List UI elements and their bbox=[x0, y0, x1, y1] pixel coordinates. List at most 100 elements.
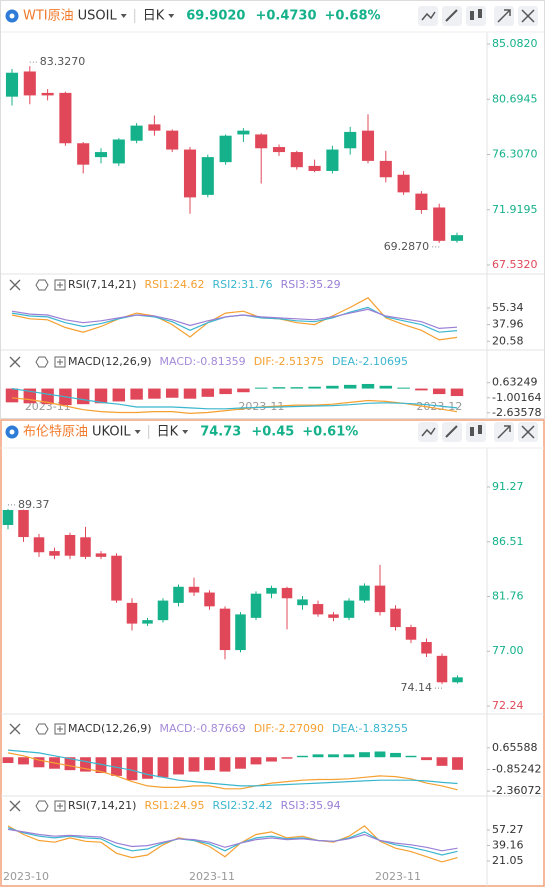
y-tick-label: 80.6945 bbox=[492, 92, 538, 105]
candle-body bbox=[94, 152, 108, 158]
macd-bar bbox=[188, 757, 200, 772]
macd-bar bbox=[18, 757, 29, 765]
candle-body bbox=[219, 608, 231, 651]
tool-button[interactable] bbox=[418, 6, 438, 26]
candle-body bbox=[266, 587, 277, 594]
candle-body bbox=[183, 149, 197, 198]
candle-body bbox=[41, 92, 54, 96]
macd-bar bbox=[142, 757, 153, 779]
chart-title: 布伦特原油 bbox=[23, 425, 88, 440]
y-tick-label: 55.34 bbox=[492, 301, 524, 314]
tool-button[interactable] bbox=[442, 6, 462, 26]
y-tick-label: 71.9195 bbox=[492, 203, 538, 216]
expand-plus bbox=[57, 282, 63, 288]
macd-bar bbox=[343, 754, 355, 758]
macd-bar bbox=[326, 385, 339, 389]
close-icon bbox=[9, 800, 21, 812]
macd-bar bbox=[272, 387, 286, 389]
macd-bar bbox=[266, 757, 277, 762]
macd-bar bbox=[379, 385, 393, 389]
legend-entry: MACD(12,26,9) bbox=[68, 722, 152, 735]
expand-icon bbox=[54, 279, 66, 291]
period: 日K bbox=[157, 425, 179, 440]
extreme-label: 89.37 bbox=[18, 498, 50, 511]
candle-body bbox=[219, 135, 232, 163]
candle-body bbox=[157, 600, 169, 621]
legend-entry: MACD:-0.81359 bbox=[160, 355, 246, 368]
legend-entry: MACD(12,26,9) bbox=[68, 355, 152, 368]
y-tick-label: -0.85242 bbox=[492, 762, 541, 775]
legend-entry: RSI1:24.62 bbox=[144, 278, 204, 291]
expand-plus bbox=[57, 726, 63, 732]
y-tick-label: 21.05 bbox=[492, 854, 524, 867]
y-tick-label: -2.63578 bbox=[492, 406, 541, 419]
y-tick-label: 39.16 bbox=[492, 838, 524, 851]
candle-body bbox=[201, 157, 214, 195]
y-tick-label: 72.24 bbox=[492, 699, 524, 712]
extreme-label: 69.2870 bbox=[384, 240, 430, 253]
settings-icon bbox=[35, 356, 49, 368]
macd-bar bbox=[33, 757, 45, 768]
tool-button[interactable] bbox=[494, 422, 514, 442]
change-pct: +0.68% bbox=[325, 9, 381, 24]
close-icon bbox=[9, 279, 21, 291]
candle-body bbox=[290, 152, 303, 168]
macd-bar bbox=[95, 757, 107, 774]
tool-button[interactable] bbox=[518, 422, 538, 442]
macd-bar bbox=[312, 754, 324, 758]
macd-bar bbox=[436, 757, 448, 766]
legend-entry: RSI1:24.95 bbox=[144, 799, 204, 812]
macd-bar bbox=[452, 757, 463, 770]
macd-bar bbox=[254, 387, 268, 389]
macd-bar bbox=[157, 757, 169, 778]
candle-body bbox=[308, 165, 321, 171]
change-pct: +0.61% bbox=[302, 425, 358, 440]
symbol: UKOIL bbox=[92, 425, 131, 440]
candle-body bbox=[343, 600, 355, 618]
close-icon bbox=[9, 723, 21, 735]
candle-body bbox=[344, 131, 357, 149]
settings-icon bbox=[35, 800, 49, 812]
change: +0.45 bbox=[251, 425, 294, 440]
macd-bar bbox=[397, 387, 410, 389]
macd-bar bbox=[343, 384, 357, 389]
tool-button[interactable] bbox=[418, 422, 438, 442]
extreme-label: 74.14 bbox=[401, 681, 433, 694]
logo-dot bbox=[9, 429, 15, 435]
settings-icon bbox=[35, 279, 49, 291]
candle-body bbox=[281, 587, 293, 599]
legend-entry: RSI(7,14,21) bbox=[68, 278, 136, 291]
candle-body bbox=[59, 92, 72, 144]
indicator-line bbox=[7, 752, 458, 791]
tool-button[interactable] bbox=[466, 6, 486, 26]
candle-body bbox=[80, 537, 91, 557]
indicator-line bbox=[7, 825, 458, 863]
candle-body bbox=[297, 599, 308, 606]
tool-button[interactable] bbox=[466, 422, 486, 442]
settings-icon bbox=[35, 723, 49, 735]
tool-button[interactable] bbox=[518, 6, 538, 26]
macd-bar bbox=[201, 388, 215, 397]
expand-icon bbox=[54, 800, 66, 812]
macd-bar bbox=[290, 387, 304, 389]
macd-bar bbox=[361, 383, 375, 389]
macd-bar bbox=[148, 388, 161, 399]
dropdown-caret bbox=[134, 430, 141, 434]
expand-plus bbox=[57, 803, 63, 809]
macd-bar bbox=[64, 757, 76, 771]
tool-button[interactable] bbox=[442, 422, 462, 442]
macd-bar bbox=[450, 388, 464, 397]
tool-button[interactable] bbox=[494, 6, 514, 26]
candle-body bbox=[64, 534, 76, 556]
indicator-line bbox=[11, 388, 458, 410]
macd-bar bbox=[41, 388, 54, 405]
macd-bar bbox=[173, 757, 184, 775]
x-tick-label: 2023-10 bbox=[3, 870, 49, 883]
candle-body bbox=[433, 207, 446, 241]
dropdown-caret bbox=[120, 14, 127, 18]
candle-body bbox=[237, 130, 250, 135]
candle-body bbox=[415, 193, 428, 210]
candle-body bbox=[23, 71, 36, 96]
